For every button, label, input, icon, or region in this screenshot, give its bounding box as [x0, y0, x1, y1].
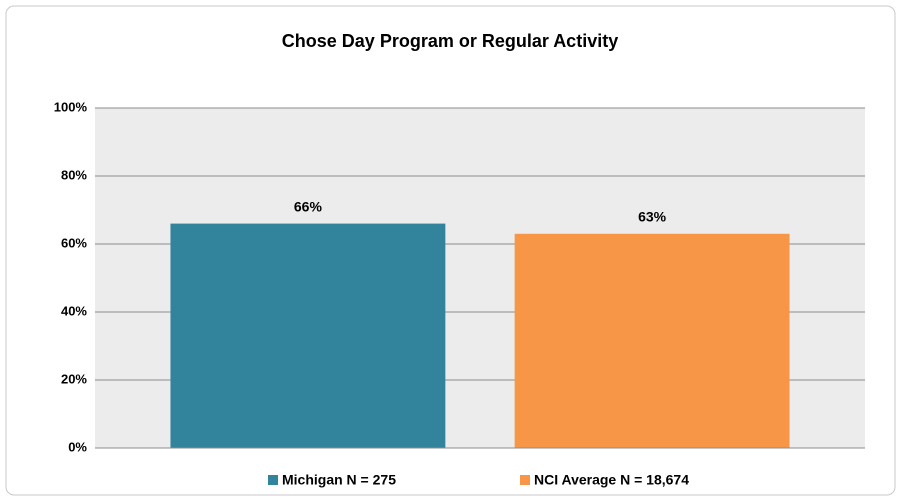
- y-tick-label: 40%: [61, 303, 87, 318]
- chart-title: Chose Day Program or Regular Activity: [282, 31, 618, 51]
- bar: [170, 223, 446, 448]
- bar: [514, 233, 790, 448]
- y-tick-label: 20%: [61, 371, 87, 386]
- y-tick-label: 100%: [54, 99, 88, 114]
- data-label: 63%: [638, 209, 667, 225]
- y-tick-label: 60%: [61, 235, 87, 250]
- legend-label: Michigan N = 275: [282, 472, 396, 488]
- legend-swatch: [520, 475, 530, 485]
- legend-swatch: [268, 475, 278, 485]
- y-tick-label: 80%: [61, 167, 87, 182]
- y-tick-label: 0%: [68, 439, 87, 454]
- data-label: 66%: [294, 198, 323, 214]
- legend-label: NCI Average N = 18,674: [534, 472, 689, 488]
